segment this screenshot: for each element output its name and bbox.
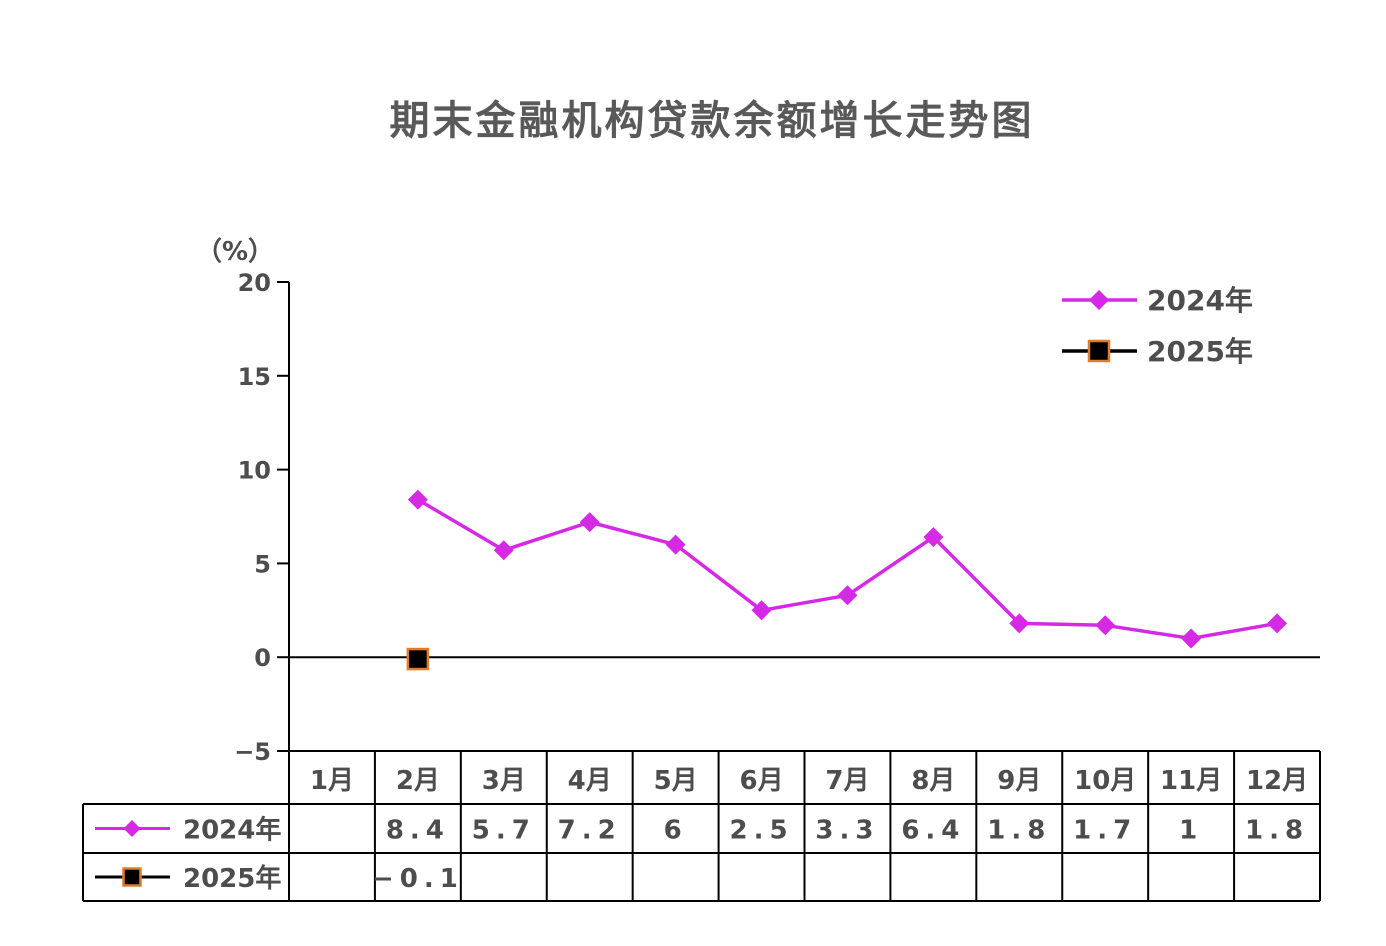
y-tick-label: 10 [238,457,271,485]
x-tick-label: 10月 [1074,766,1136,796]
data-table-value: 6 [664,816,688,846]
x-tick-label: 6月 [739,766,783,796]
data-table-value: 1.8 [987,816,1051,846]
x-tick-label: 9月 [997,766,1041,796]
y-tick-label: 15 [238,363,271,391]
table-series-name: 2025年 [183,863,281,894]
data-point-marker [579,512,600,533]
axes: 20 15 10 5 0 −5 [234,269,1320,766]
data-point-marker [406,647,430,671]
data-table-value: 6.4 [901,816,965,846]
data-point-marker [407,489,428,510]
y-tick-label: 20 [238,269,271,297]
table-series-name: 2024年 [183,815,281,846]
legend-label: 2025年 [1147,335,1253,368]
data-point-marker [123,820,141,837]
x-tick-label: 5月 [654,766,698,796]
data-table-value: 8.4 [386,816,450,846]
legend-label: 2024年 [1147,284,1253,317]
y-axis-unit: （%） [196,237,274,267]
data-point-marker [751,600,772,621]
data-table-value: 2.5 [730,816,794,846]
series-markers [406,489,1288,671]
data-point-marker [923,527,944,548]
data-table-value: 3.3 [815,816,879,846]
series-line-1 [416,498,1278,641]
legend: 2024年 2025年 [1062,284,1253,368]
x-tick-label: 4月 [568,766,612,796]
y-tick-label: −5 [234,738,271,766]
x-tick-label: 12月 [1246,766,1308,796]
data-point-marker [1181,628,1202,649]
data-point-marker [493,540,514,561]
y-tick-label: 0 [254,644,271,672]
data-point-marker [1267,613,1288,634]
data-table-value: 7.2 [558,816,622,846]
x-tick-label: 1月 [310,766,354,796]
data-table: 1月 2月 3月 4月 5月 6月 7月 8月 9月 10月 11月 12月 2024年 8.4 5.7 7.… [82,750,1321,902]
data-table-value: 1 [1179,816,1203,846]
data-table-value: 1.7 [1073,816,1137,846]
data-table-value: 5.7 [472,816,536,846]
data-point-marker [1089,290,1109,310]
data-point-marker [837,585,858,606]
data-point-marker [665,534,686,555]
data-point-marker [1009,613,1030,634]
x-tick-label: 2月 [396,766,440,796]
data-point-marker [1095,615,1116,636]
chart-title: 期末金融机构贷款余额增长走势图 [390,98,1035,144]
data-table-value: 1.8 [1245,816,1309,846]
series-lines [416,498,1278,641]
data-table-value: −0.1 [372,864,464,894]
x-tick-label: 3月 [482,766,526,796]
x-tick-label: 7月 [825,766,869,796]
data-point-marker [122,867,142,887]
x-tick-label: 8月 [911,766,955,796]
x-tick-label: 11月 [1160,766,1222,796]
y-tick-label: 5 [254,550,271,578]
data-point-marker [1087,339,1111,363]
